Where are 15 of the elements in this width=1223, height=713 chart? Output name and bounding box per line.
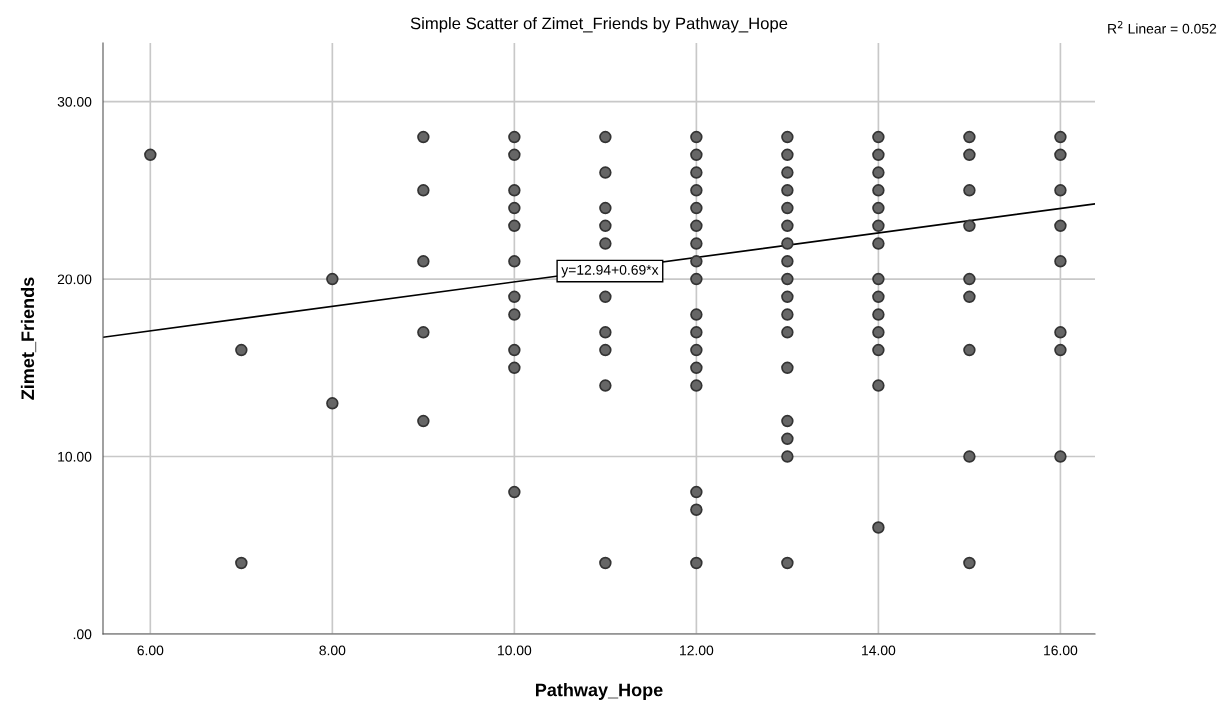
x-axis-title: Pathway_Hope: [535, 683, 663, 700]
x-tick-label: 6.00: [137, 645, 164, 656]
y-tick-label: 10.00: [58, 451, 92, 462]
chart-title: Simple Scatter of Zimet_Friends by Pathway_Hope: [410, 17, 788, 33]
x-tick-label: 10.00: [498, 645, 532, 656]
x-tick-label: 12.00: [680, 645, 714, 656]
x-tick-label: 8.00: [319, 645, 346, 656]
y-tick-label: .00: [73, 629, 92, 640]
y-axis-title: Zimet_Friends: [20, 277, 37, 400]
text: R$^{2}$ Linear = 0.052: [1108, 20, 1217, 34]
y-tick-label: 20.00: [57, 274, 92, 285]
x-tick-label: 14.00: [862, 645, 896, 656]
x-tick-label: 16.00: [1044, 645, 1078, 656]
y-tick-label: 30.00: [57, 96, 92, 107]
annotation: y=12.94+0.69*x: [561, 264, 659, 278]
